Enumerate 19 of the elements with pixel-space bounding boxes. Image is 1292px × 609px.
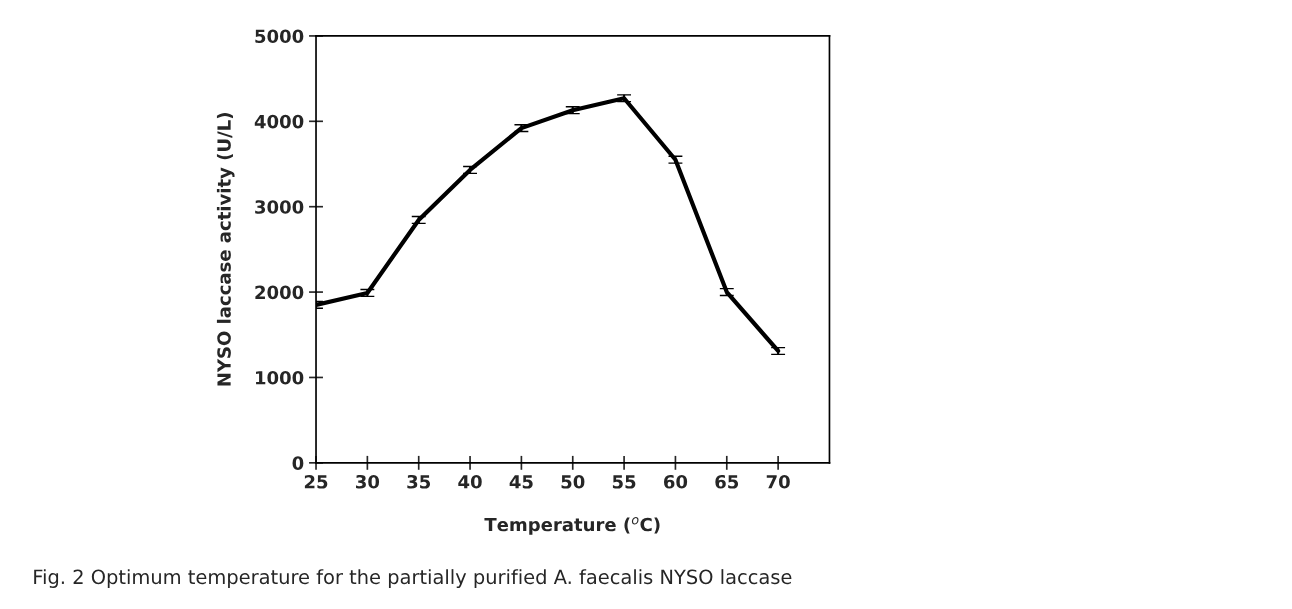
x-tick-label: 50 — [561, 474, 585, 489]
y-tick-label: 3000 — [255, 200, 304, 214]
y-tick-label: 5000 — [255, 29, 304, 44]
x-tick-label: 60 — [663, 474, 688, 489]
x-tick-label: 25 — [304, 474, 328, 489]
x-tick-label: 65 — [715, 474, 739, 489]
x-axis-title: Temperature ($^{o}$C) — [484, 517, 660, 535]
x-tick-label: 40 — [458, 474, 482, 489]
x-tick-label: 30 — [356, 474, 380, 489]
y-tick-label: 1000 — [256, 370, 304, 385]
y-tick-label: 4000 — [254, 114, 304, 129]
x-tick-label: 45 — [509, 475, 533, 489]
y-axis-title: NYSO laccase activity (U/L) — [216, 113, 235, 386]
x-tick-label: 55 — [612, 475, 636, 489]
x-tick-label: 35 — [407, 474, 431, 489]
x-tick-label: 70 — [766, 474, 790, 489]
caption: Fig. 2 Optimum temperature for the partially purified A. faecalis NYSO laccase — [34, 569, 792, 588]
y-tick-label: 2000 — [255, 285, 304, 300]
y-tick-label: 0 — [292, 456, 304, 470]
